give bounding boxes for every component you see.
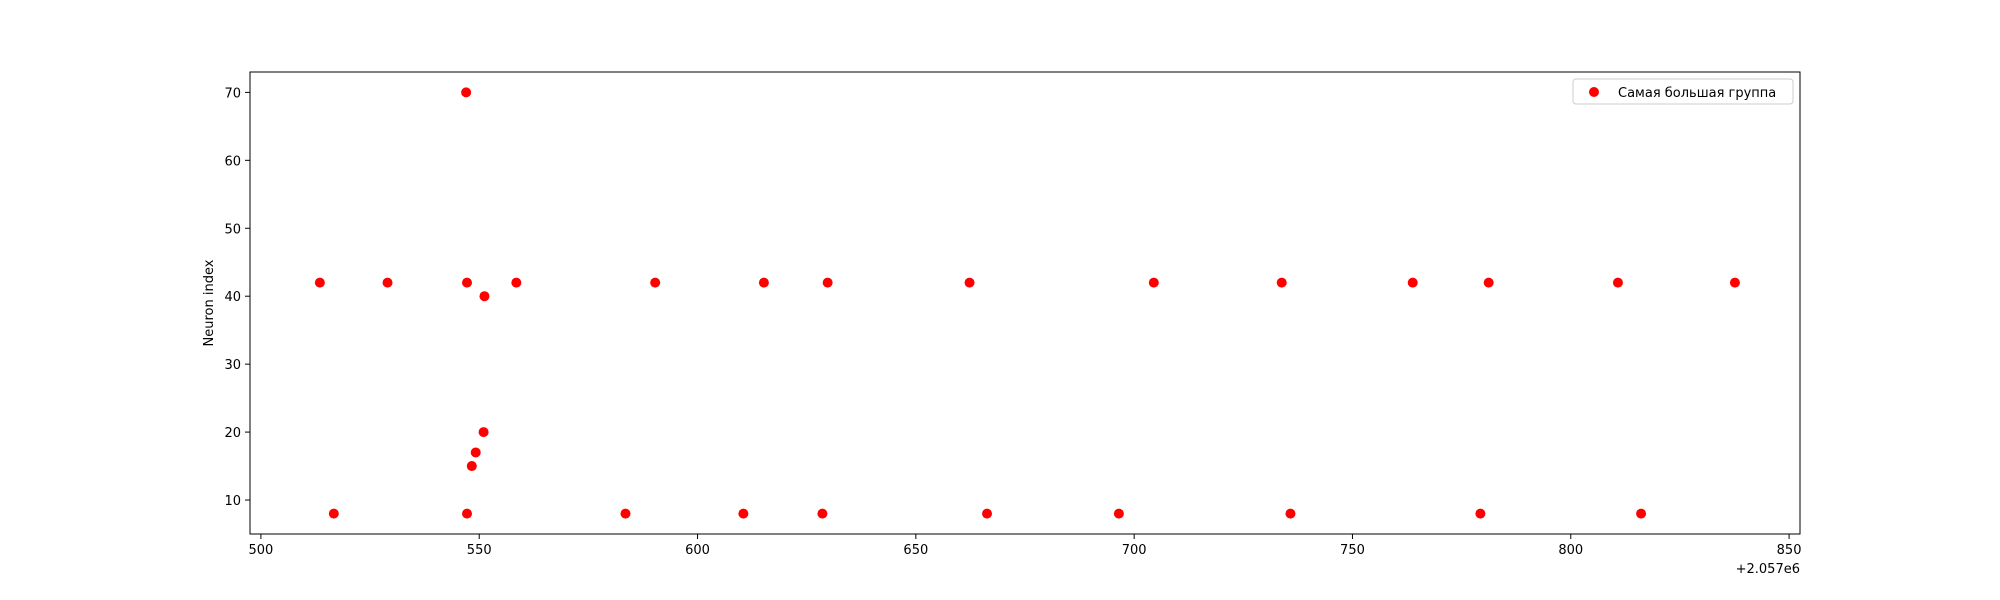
scatter-point <box>982 508 993 519</box>
scatter-point <box>314 277 325 288</box>
scatter-point <box>1113 508 1124 519</box>
legend: Самая большая группа <box>1572 78 1794 105</box>
scatter-point <box>817 508 828 519</box>
scatter-point <box>478 427 489 438</box>
legend-box <box>1572 78 1794 105</box>
y-tick-label: 10 <box>224 494 241 509</box>
scatter-point <box>466 461 477 472</box>
y-axis-label: Neuron index <box>202 259 217 346</box>
scatter-point <box>461 87 472 98</box>
x-tick-label: 850 <box>1777 543 1802 558</box>
scatter-point <box>1148 277 1159 288</box>
scatter-point <box>479 291 490 302</box>
scatter-point <box>620 508 631 519</box>
scatter-point <box>382 277 393 288</box>
scatter-point <box>1729 277 1740 288</box>
scatter-point <box>1475 508 1486 519</box>
scatter-point <box>1483 277 1494 288</box>
legend-marker <box>1589 87 1599 97</box>
scatter-point <box>470 447 481 458</box>
scatter-point <box>1612 277 1623 288</box>
y-tick-label: 70 <box>224 86 241 101</box>
scatter-point <box>650 277 661 288</box>
x-tick-label: 750 <box>1340 543 1365 558</box>
scatter-point <box>462 508 472 519</box>
x-tick-label: 650 <box>903 543 928 558</box>
scatter-point <box>511 277 522 288</box>
scatter-point <box>328 508 339 519</box>
scatter-point <box>822 277 833 288</box>
scatter-point <box>1636 508 1647 519</box>
x-axis: 500 550 600 650 700 750 800 850 <box>249 534 1802 558</box>
plot-frame <box>249 71 1801 535</box>
legend-label: Самая большая группа <box>1618 86 1776 101</box>
scatter-point <box>758 277 769 288</box>
y-tick-label: 40 <box>224 290 241 305</box>
scatter-point <box>1285 508 1296 519</box>
y-tick-label: 20 <box>224 426 241 441</box>
y-tick-label: 60 <box>224 154 241 169</box>
scatter-point <box>462 277 472 288</box>
x-tick-label: 550 <box>467 543 492 558</box>
y-tick-label: 30 <box>224 358 241 373</box>
x-offset-label: +2.057e6 <box>1736 562 1800 577</box>
x-tick-label: 600 <box>685 543 710 558</box>
x-tick-label: 800 <box>1558 543 1583 558</box>
x-tick-label: 700 <box>1122 543 1147 558</box>
y-tick-label: 50 <box>224 222 241 237</box>
y-axis: 10 20 30 40 50 60 70 <box>224 86 250 509</box>
scatter-point <box>1276 277 1287 288</box>
scatter-point <box>1407 277 1418 288</box>
scatter-point <box>738 508 749 519</box>
points-layer <box>314 87 1740 519</box>
x-tick-label: 500 <box>249 543 274 558</box>
scatter-point <box>964 277 975 288</box>
